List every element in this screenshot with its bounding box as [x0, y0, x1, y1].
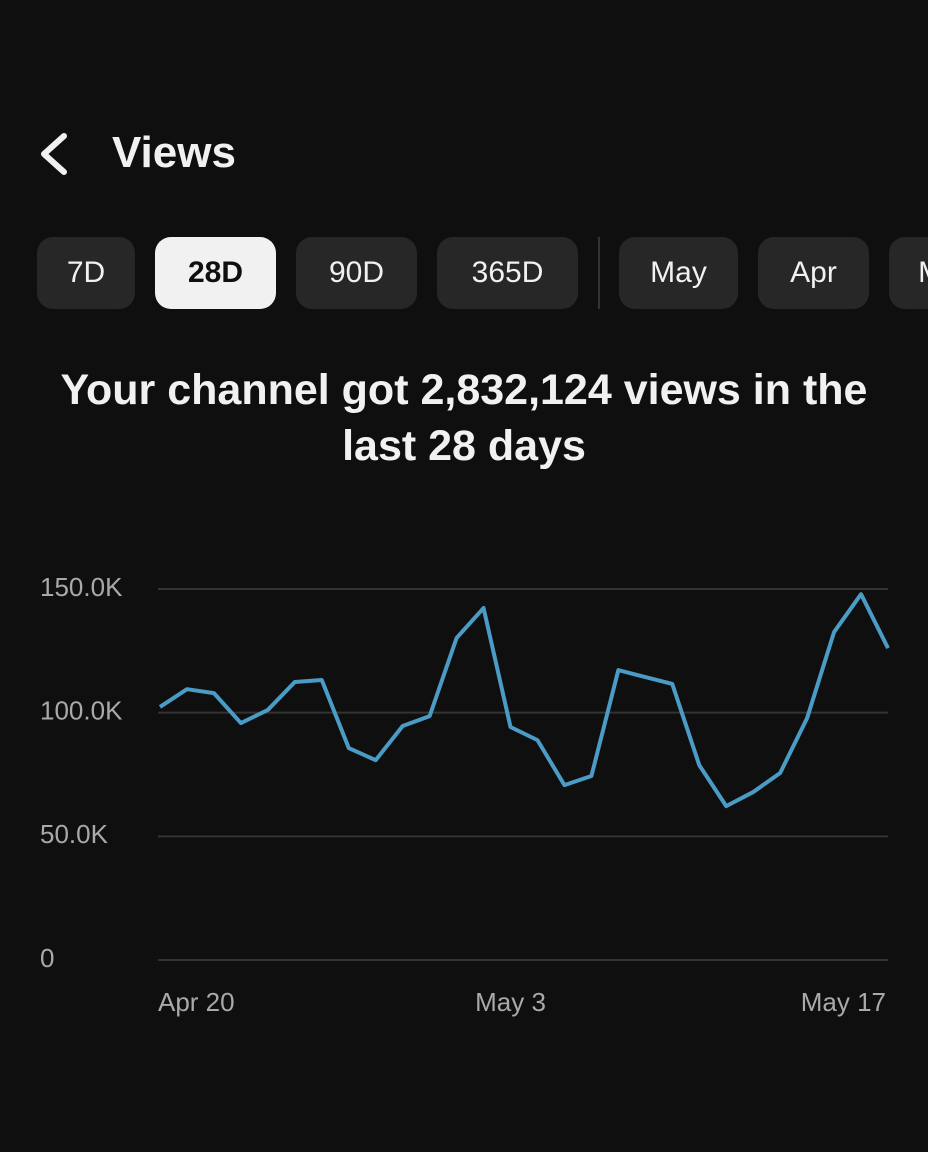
tab[interactable]: 365D — [437, 237, 578, 309]
page-title: Views — [112, 128, 236, 177]
tab-selected[interactable]: 28D — [155, 237, 276, 309]
headline: Your channel got 2,832,124 views in the … — [60, 366, 868, 470]
tab[interactable]: 7D — [37, 237, 135, 309]
x-tick-label: May 3 — [475, 987, 546, 1017]
y-tick-label: 0 — [40, 943, 54, 973]
separator — [598, 237, 600, 309]
views-line — [158, 592, 890, 809]
tab[interactable]: Mar — [889, 237, 928, 309]
tab[interactable]: Apr — [758, 237, 869, 309]
tab[interactable]: 90D — [296, 237, 417, 309]
x-tick-label: Apr 20 — [158, 987, 235, 1017]
y-tick-label: 50.0K — [40, 819, 109, 849]
y-tick-label: 100.0K — [40, 696, 123, 726]
back-button[interactable] — [34, 130, 74, 178]
x-tick-label: May 17 — [801, 987, 886, 1017]
tab[interactable]: May — [619, 237, 738, 309]
tab-bar: 7D 28D 90D 365D May Apr Mar — [37, 237, 928, 309]
y-tick-label: 150.0K — [40, 572, 123, 602]
